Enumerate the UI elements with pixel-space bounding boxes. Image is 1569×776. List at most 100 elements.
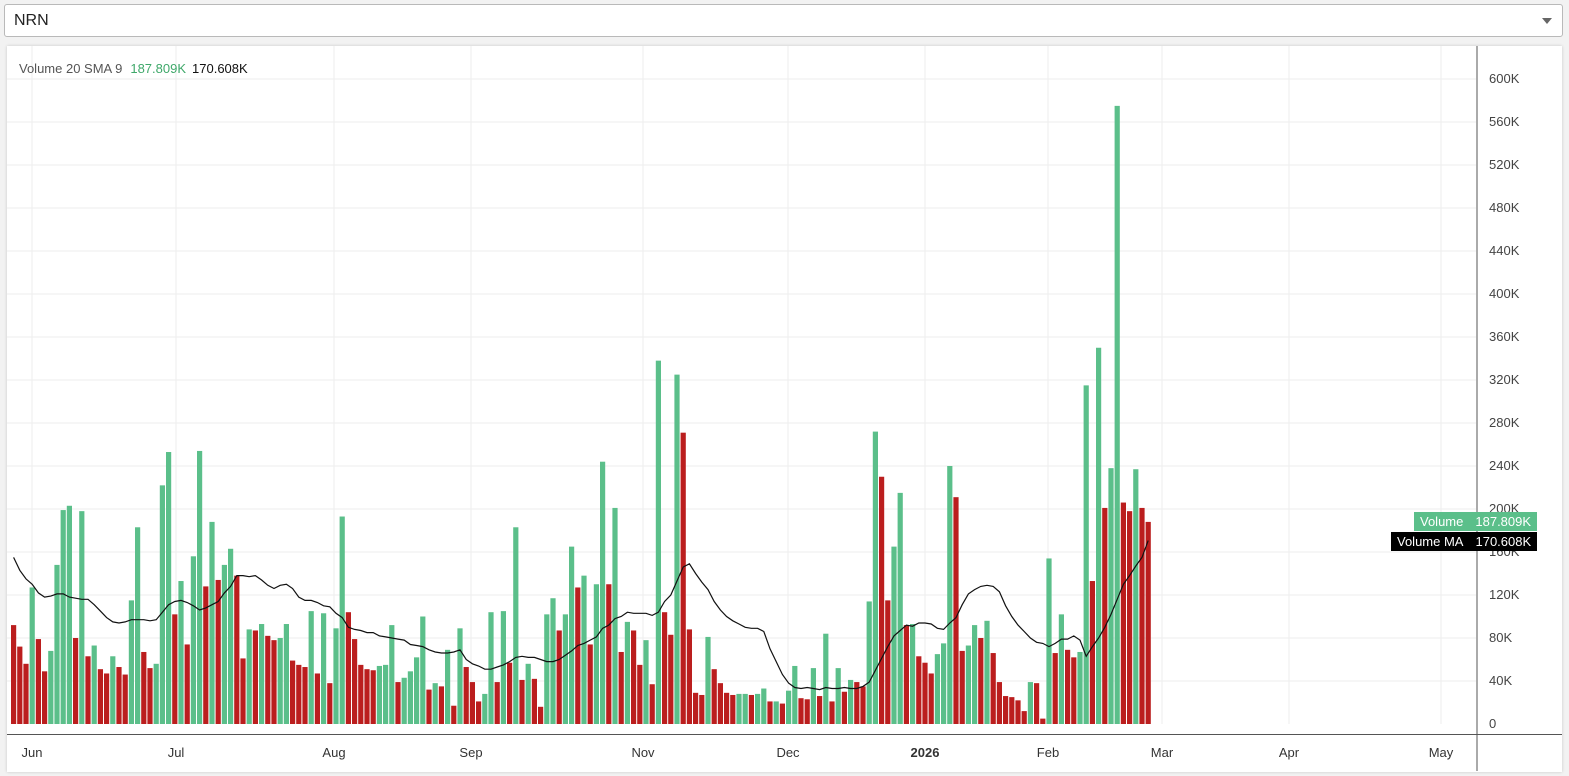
volume-bar: [339, 516, 345, 724]
volume-bar: [717, 683, 723, 724]
x-tick-label: Jul: [168, 745, 185, 760]
volume-bar: [457, 628, 463, 724]
volume-bar: [835, 668, 841, 724]
volume-bar: [724, 692, 730, 724]
chevron-down-icon[interactable]: [1542, 18, 1552, 24]
volume-bar: [1015, 700, 1021, 724]
volume-bar: [73, 638, 79, 724]
volume-bar: [228, 548, 234, 724]
volume-bar: [761, 688, 767, 724]
volume-bar: [1139, 507, 1145, 724]
volume-bar: [1065, 649, 1071, 724]
volume-bar: [407, 671, 413, 724]
volume-bar: [841, 691, 847, 724]
volume-bar: [872, 431, 878, 724]
volume-bar: [327, 683, 333, 724]
volume-bar: [153, 663, 159, 724]
volume-bar: [1096, 347, 1102, 724]
volume-bar: [420, 616, 426, 724]
volume-bar: [941, 643, 947, 724]
y-tick-label: 560K: [1489, 114, 1520, 129]
chart-canvas[interactable]: 040K80K120K160K200K240K280K320K360K400K4…: [7, 46, 1562, 772]
volume-bar: [624, 621, 630, 724]
volume-bar: [110, 656, 116, 724]
x-tick-label: May: [1429, 745, 1454, 760]
volume-bar: [1071, 657, 1077, 724]
volume-bar: [1021, 711, 1027, 724]
y-tick-label: 400K: [1489, 286, 1520, 301]
volume-bar: [1027, 682, 1033, 724]
volume-bar: [1089, 581, 1095, 724]
x-tick-label: Sep: [459, 745, 482, 760]
y-tick-label: 520K: [1489, 157, 1520, 172]
volume-bar: [97, 669, 103, 724]
volume-bar: [116, 667, 122, 724]
volume-bar: [581, 575, 587, 724]
volume-bar: [804, 699, 810, 724]
volume-bar: [693, 692, 699, 724]
volume-bar: [668, 634, 674, 724]
volume-tag-label: Volume: [1420, 513, 1464, 529]
volume-bar: [959, 650, 965, 724]
volume-bar: [823, 633, 829, 724]
volume-chart[interactable]: 0 40K 80K 120K 160K 200K 240K 280K 320K 360K 400K 4…: [7, 46, 1562, 772]
volume-bar: [1034, 683, 1040, 724]
volume-bar: [345, 612, 351, 724]
volume-bar: [265, 635, 271, 724]
y-tick-label: 120K: [1489, 587, 1520, 602]
volume-bar: [817, 696, 823, 724]
y-tick-label: 320K: [1489, 372, 1520, 387]
volume-bar: [91, 645, 97, 724]
volume-bar: [190, 556, 196, 724]
volume-bar: [203, 586, 209, 724]
volume-bar: [810, 668, 816, 724]
x-tick-label: Jun: [22, 745, 43, 760]
volume-bar: [389, 625, 395, 724]
volume-bar: [705, 636, 711, 724]
volume-bar: [494, 682, 500, 724]
volume-bar: [128, 600, 134, 724]
grid: [7, 46, 1476, 724]
volume-bar: [860, 686, 866, 724]
volume-bar: [1102, 507, 1108, 724]
volume-bar: [283, 624, 289, 724]
volume-bar: [184, 644, 190, 724]
volume-bar: [854, 682, 860, 724]
volume-bar: [587, 644, 593, 724]
legend-volume-value: 187.809K: [130, 61, 187, 76]
volume-bar: [1077, 651, 1083, 724]
volume-bar: [308, 611, 314, 724]
volume-bar: [141, 651, 147, 724]
x-tick-label: 2026: [911, 745, 940, 760]
volume-bar: [147, 668, 153, 724]
y-tick-label: 0: [1489, 716, 1496, 731]
volume-bar: [965, 645, 971, 724]
volume-bar: [42, 671, 48, 724]
volume-bar: [23, 663, 29, 724]
symbol-selector[interactable]: NRN: [4, 4, 1563, 37]
volume-bar: [234, 575, 240, 724]
y-tick-label: 280K: [1489, 415, 1520, 430]
volume-bar: [897, 492, 903, 724]
volume-bar: [655, 360, 661, 724]
volume-bar: [612, 507, 618, 724]
x-tick-label: Feb: [1037, 745, 1059, 760]
x-tick-label: Dec: [776, 745, 800, 760]
ma-line-layer: [13, 540, 1149, 691]
volume-bar: [990, 653, 996, 724]
volume-bar: [246, 629, 252, 724]
indicator-legend[interactable]: Volume 20 SMA 9 187.809K 170.608K: [19, 61, 248, 76]
volume-bar: [48, 650, 54, 724]
volume-tag-value: 187.809K: [1475, 513, 1532, 529]
volume-bar: [482, 693, 488, 724]
volume-bar: [166, 452, 172, 724]
volume-bar: [916, 656, 922, 724]
volume-bar: [953, 497, 959, 724]
volume-bar: [277, 638, 283, 724]
legend-ma-value: 170.608K: [192, 61, 248, 76]
volume-bar: [1114, 105, 1120, 724]
volume-bar: [562, 614, 568, 724]
volume-bar: [513, 527, 519, 724]
x-tick-label: Nov: [631, 745, 655, 760]
volume-bar: [928, 673, 934, 724]
